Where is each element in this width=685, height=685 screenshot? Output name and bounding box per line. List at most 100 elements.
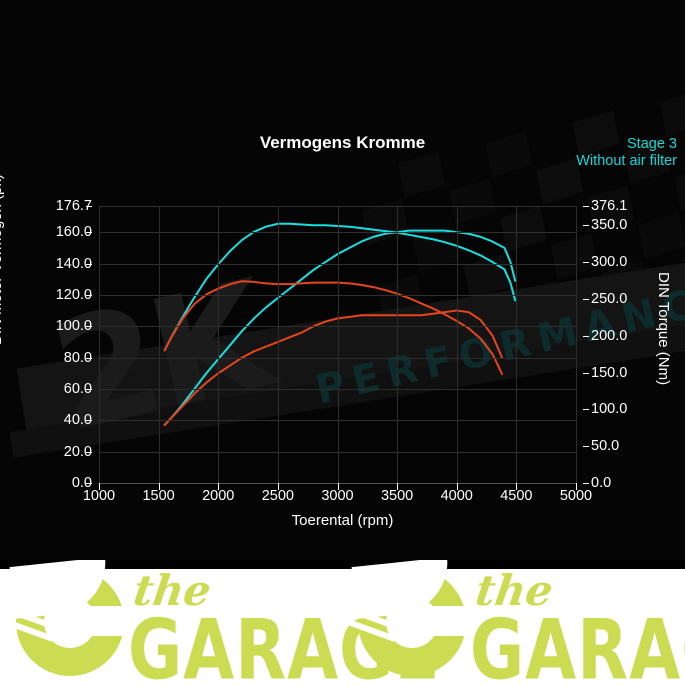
- gridline-horizontal: [99, 295, 576, 296]
- y-axis-left-tick-label: 176.7: [55, 198, 92, 214]
- x-axis-tick-mark: [516, 483, 518, 490]
- gridline-vertical: [516, 206, 518, 483]
- footer-brand-banner: the GARAGE the GARAGE: [0, 560, 685, 685]
- y-axis-left-tick-label: 0.0: [71, 475, 92, 491]
- plot-area: [99, 206, 577, 484]
- y-axis-right-tick-mark: [583, 299, 589, 300]
- y-axis-right-title: DIN Torque (Nm): [655, 272, 672, 386]
- y-axis-left-tick-mark: [86, 420, 92, 421]
- x-axis-tick-label: 2500: [261, 488, 295, 504]
- gridline-horizontal: [99, 420, 576, 421]
- garage-slot: [62, 606, 128, 636]
- gridline-horizontal: [99, 232, 576, 233]
- y-axis-left-tick-label: 160.0: [55, 224, 92, 241]
- gridline-horizontal: [99, 264, 576, 265]
- gridline-horizontal: [99, 452, 576, 453]
- footer-divider: [0, 560, 685, 569]
- gridline-horizontal: [99, 326, 576, 327]
- series-line: [163, 229, 517, 426]
- y-axis-right-tick-label: 250.0: [591, 290, 628, 307]
- y-axis-right-tick-mark: [583, 262, 589, 263]
- y-axis-right-tick-mark: [583, 446, 589, 447]
- y-axis-left-tick-label: 60.0: [63, 380, 92, 397]
- gridline-vertical: [337, 206, 339, 483]
- y-axis-right-tick-label: 50.0: [591, 438, 620, 455]
- y-axis-right-tick-mark: [583, 483, 589, 484]
- gridline-vertical: [99, 206, 100, 483]
- legend-line-2: Without air filter: [576, 153, 677, 169]
- series-line: [163, 309, 504, 426]
- chart-container: Vermogens Kromme Stage 3 Without air fil…: [0, 133, 683, 529]
- y-axis-right-tick-label: 150.0: [591, 364, 628, 381]
- y-axis-right-tick-label: 300.0: [591, 254, 628, 271]
- x-axis-tick-mark: [218, 483, 220, 490]
- x-axis-title: Toerental (rpm): [291, 512, 394, 529]
- gridline-vertical: [218, 206, 220, 483]
- garage-wordmark: GARAGE: [470, 602, 685, 685]
- y-axis-left-tick-label: 140.0: [55, 255, 92, 272]
- x-axis-tick-label: 3500: [380, 488, 414, 504]
- y-axis-right-tick-label: 0.0: [591, 475, 612, 491]
- y-axis-right-tick-mark: [583, 225, 589, 226]
- x-axis-tick-label: 1500: [142, 488, 175, 504]
- garage-slot: [404, 606, 470, 636]
- y-axis-right-ticks: 0.0 50.0 100.0 150.0 200.0 250.0 300.0 350.0 376…: [583, 198, 683, 491]
- y-axis-left-title: DIN Motor Vermogen (pk): [0, 174, 5, 345]
- gridline-vertical: [158, 206, 160, 483]
- y-axis-left-tick-mark: [86, 483, 92, 484]
- y-axis-right-tick-label: 100.0: [591, 401, 628, 418]
- x-axis-tick-label: 3000: [321, 488, 354, 504]
- y-axis-left-tick-label: 120.0: [55, 286, 92, 303]
- garage-g-icon: [0, 560, 128, 684]
- y-axis-right-tick-label: 376.1: [591, 198, 628, 214]
- y-axis-right-tick-mark: [583, 373, 589, 374]
- y-axis-right-tick-mark: [583, 206, 589, 207]
- y-axis-left-tick-mark: [86, 232, 92, 233]
- gridline-vertical: [397, 206, 399, 483]
- garage-logo: the GARAGE: [338, 560, 685, 685]
- legend-line-1: Stage 3: [627, 136, 677, 152]
- series-line: [163, 280, 504, 375]
- y-axis-left-tick-mark: [86, 206, 92, 207]
- curve-layer: [163, 222, 517, 426]
- y-axis-right-tick-mark: [583, 409, 589, 410]
- gridline-vertical: [456, 206, 458, 483]
- gridline-vertical: [277, 206, 279, 483]
- y-axis-left-tick-mark: [86, 389, 92, 390]
- y-axis-left-tick-mark: [86, 264, 92, 265]
- garage-logo: the GARAGE: [0, 560, 439, 685]
- x-axis-tick-label: 5000: [559, 488, 593, 504]
- chart-title: Vermogens Kromme: [259, 133, 426, 152]
- series-line: [163, 222, 517, 352]
- y-axis-right-tick-label: 200.0: [591, 327, 628, 344]
- gridline-vertical: [576, 206, 577, 483]
- x-axis-tick-mark: [576, 483, 577, 490]
- y-axis-left-ticks: 0.0 20.0 40.0 60.0 80.0 100.0 120.0 140.0 160.0 1…: [0, 198, 92, 491]
- y-axis-left-tick-label: 80.0: [63, 349, 92, 366]
- garage-g-icon: [338, 560, 470, 684]
- y-axis-left-tick-label: 40.0: [63, 412, 92, 429]
- y-axis-left-tick-mark: [86, 452, 92, 453]
- y-axis-left-tick-label: 20.0: [63, 443, 92, 460]
- gridline-horizontal: [99, 389, 576, 390]
- x-axis-tick-mark: [158, 483, 160, 490]
- y-axis-left-tick-mark: [86, 358, 92, 359]
- x-axis-tick-mark: [277, 483, 279, 490]
- x-axis-tick-label: 4500: [500, 488, 533, 504]
- x-axis-tick-label: 4000: [440, 488, 473, 504]
- x-axis-tick-label: 1000: [82, 488, 116, 504]
- y-axis-right-tick-label: 350.0: [591, 217, 628, 234]
- x-axis-tick-label: 2000: [202, 488, 235, 504]
- x-axis-tick-mark: [337, 483, 339, 490]
- gridline-horizontal: [99, 206, 576, 207]
- x-axis-tick-mark: [99, 483, 100, 490]
- y-axis-left-tick-mark: [86, 326, 92, 327]
- chart-legend: Stage 3 Without air filter: [576, 136, 677, 170]
- x-axis-tick-mark: [456, 483, 458, 490]
- gridline-horizontal: [99, 358, 576, 359]
- y-axis-right-tick-mark: [583, 336, 589, 337]
- y-axis-left-tick-mark: [86, 295, 92, 296]
- x-axis-tick-mark: [397, 483, 399, 490]
- y-axis-left-tick-label: 100.0: [55, 318, 92, 335]
